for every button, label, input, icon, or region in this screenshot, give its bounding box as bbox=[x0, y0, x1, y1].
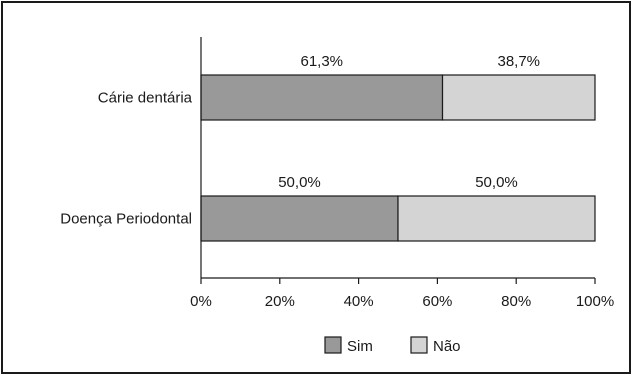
x-tick-label-0: 0% bbox=[190, 293, 212, 310]
bar-sim-2 bbox=[200, 195, 399, 242]
x-ticks-layer: 0% 20% 40% 60% 80% 100% bbox=[190, 278, 614, 310]
value-labels-layer: 61,3% 38,7% 50,0% 50,0% bbox=[278, 53, 540, 191]
x-tick-label-4: 80% bbox=[501, 293, 531, 310]
bar-não-1 bbox=[441, 74, 596, 121]
legend-label-não: Não bbox=[433, 338, 461, 355]
legend: Sim Não bbox=[324, 336, 461, 355]
value-label-não-2: 50,0% bbox=[475, 174, 518, 191]
category-labels-layer: Cárie dentária Doença Periodontal bbox=[60, 90, 192, 228]
x-tick-label-3: 60% bbox=[422, 293, 452, 310]
bar-sim-1 bbox=[200, 74, 444, 121]
legend-label-sim: Sim bbox=[347, 338, 373, 355]
category-label-1: Cárie dentária bbox=[98, 90, 193, 107]
value-label-sim-2: 50,0% bbox=[278, 174, 321, 191]
x-tick-label-5: 100% bbox=[576, 293, 614, 310]
x-tick-label-2: 40% bbox=[344, 293, 374, 310]
bar-não-2 bbox=[397, 195, 596, 242]
legend-swatch-não bbox=[410, 336, 428, 354]
bars-layer bbox=[200, 74, 596, 242]
legend-swatch-sim bbox=[324, 336, 342, 354]
value-label-sim-1: 61,3% bbox=[300, 53, 343, 70]
value-label-não-1: 38,7% bbox=[497, 53, 540, 70]
x-tick-label-1: 20% bbox=[265, 293, 295, 310]
category-label-2: Doença Periodontal bbox=[60, 211, 192, 228]
